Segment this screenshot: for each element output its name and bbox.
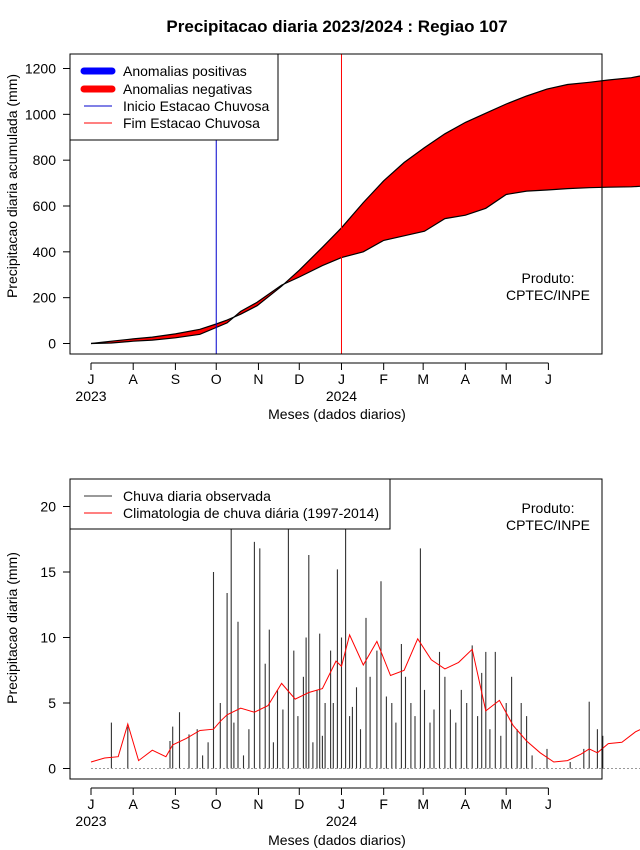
legend-daily: Chuva diaria observada Climatologia de c… [69, 478, 391, 530]
p1-x-tick-label: M [500, 371, 512, 387]
legend-box-daily [69, 478, 391, 530]
p2-x-tick-label: N [253, 796, 263, 812]
p2-x-tick-label: O [211, 796, 222, 812]
p1-y-tick-label: 800 [33, 152, 57, 168]
legend-label-observed: Chuva diaria observada [123, 488, 271, 504]
legend-label-season-end: Fim Estacao Chuvosa [123, 115, 260, 131]
credit-line-2: CPTEC/INPE [506, 287, 590, 303]
p1-y-tick-label: 600 [33, 198, 57, 214]
climatology-daily-line [90, 633, 640, 763]
p2-y-tick-label: 5 [48, 695, 56, 711]
p1-x-tick-label: J [545, 371, 552, 387]
legend-label-climatology: Climatologia de chuva diária (1997-2014) [123, 505, 379, 521]
p1-y-tick-label: 400 [33, 244, 57, 260]
p2-x-tick-label: S [171, 796, 180, 812]
p2-x-tick-label: D [294, 796, 304, 812]
negative-anomaly-area [91, 75, 640, 344]
p1-year-label: 2024 [326, 388, 357, 404]
p2-y-tick-label: 20 [40, 499, 56, 515]
observed-cumulative-line [90, 185, 640, 345]
p2-x-tick-label: J [338, 796, 345, 812]
p2-year-label: 2023 [75, 813, 106, 829]
p2-x-tick-label: A [129, 796, 139, 812]
p1-x-tick-label: N [253, 371, 263, 387]
p2-y-tick-label: 0 [48, 761, 56, 777]
legend-label-negative: Anomalias negativas [123, 81, 252, 97]
climatology-cumulative-line [90, 75, 640, 345]
anomaly-area-group [91, 75, 640, 344]
p2-x-tick-label: J [545, 796, 552, 812]
p1-x-tick-label: O [211, 371, 222, 387]
p2-y-tick-label: 15 [40, 564, 56, 580]
credit-line-2-daily: CPTEC/INPE [506, 517, 590, 533]
p1-x-tick-label: S [171, 371, 180, 387]
x-axis-label-daily: Meses (dados diarios) [268, 832, 406, 848]
p2-x-tick-label: M [500, 796, 512, 812]
p2-x-tick-label: F [379, 796, 388, 812]
y-axis-label-daily: Precipitacao diaria (mm) [4, 552, 20, 704]
p2-x-tick-label: M [417, 796, 429, 812]
p1-x-tick-label: D [294, 371, 304, 387]
x-axis-label: Meses (dados diarios) [268, 406, 406, 422]
p1-y-tick-label: 1200 [25, 61, 56, 77]
p1-y-tick-label: 0 [48, 336, 56, 352]
legend: Anomalias positivas Anomalias negativas … [69, 53, 279, 141]
legend-label-season-start: Inicio Estacao Chuvosa [123, 98, 270, 114]
p2-x-tick-label: A [461, 796, 471, 812]
p1-y-tick-label: 200 [33, 290, 57, 306]
p1-x-tick-label: J [338, 371, 345, 387]
p1-x-tick-label: A [461, 371, 471, 387]
chart-title: Precipitacao diaria 2023/2024 : Regiao 1… [166, 17, 507, 36]
p1-x-tick-label: J [88, 371, 95, 387]
p2-x-tick-label: J [88, 796, 95, 812]
p1-x-tick-label: M [417, 371, 429, 387]
p2-year-label: 2024 [326, 813, 357, 829]
p1-x-tick-label: F [379, 371, 388, 387]
observed-bars-group [91, 480, 640, 769]
climatology-line-group [90, 633, 640, 763]
legend-label-positive: Anomalias positivas [123, 63, 247, 79]
p1-x-tick-label: A [129, 371, 139, 387]
p1-y-tick-label: 1000 [25, 106, 56, 122]
cumulative-lines-group [90, 54, 640, 354]
p1-year-label: 2023 [75, 388, 106, 404]
p2-y-tick-label: 10 [40, 630, 56, 646]
credit-line-1-daily: Produto: [522, 500, 575, 516]
credit-line-1: Produto: [522, 270, 575, 286]
y-axis-label: Precipitacao diaria acumulada (mm) [4, 74, 20, 298]
